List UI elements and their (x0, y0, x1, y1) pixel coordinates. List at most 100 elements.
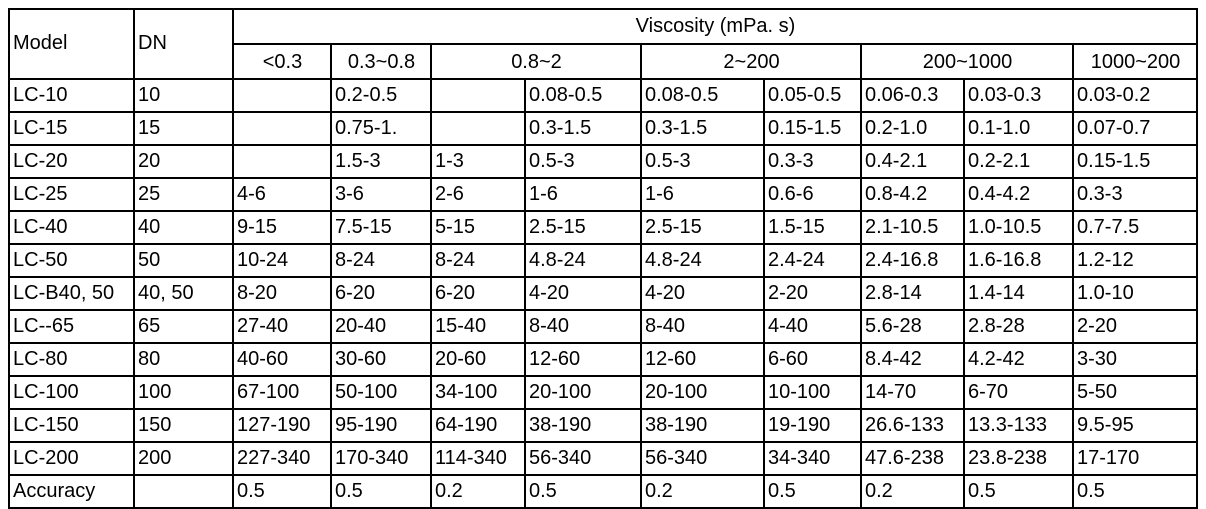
value-cell: 0.5 (1071, 474, 1199, 509)
value-cell: 2.1-10.5 (860, 210, 965, 245)
value-cell: 64-190 (430, 408, 526, 443)
value-cell: 2.5-15 (524, 210, 642, 245)
dn-column-header: DN (133, 8, 234, 80)
value-cell: 3-6 (330, 177, 432, 212)
value-cell: 17-170 (1071, 441, 1199, 476)
value-cell: 1.5-3 (330, 144, 432, 179)
value-cell: 2.8-28 (963, 309, 1074, 344)
value-cell: 8-40 (524, 309, 642, 344)
value-cell: 2-20 (1071, 309, 1199, 344)
value-cell: 12-60 (640, 342, 765, 377)
value-cell: 10-100 (763, 375, 862, 410)
value-cell: 9-15 (232, 210, 332, 245)
value-cell: 8-40 (640, 309, 765, 344)
value-cell: 8-20 (232, 276, 332, 311)
value-cell: 38-190 (640, 408, 765, 443)
value-cell: 227-340 (232, 441, 332, 476)
value-cell: 0.05-0.5 (763, 78, 862, 113)
value-cell: 4-20 (640, 276, 765, 311)
value-cell (232, 111, 332, 146)
value-cell: 0.3-1.5 (524, 111, 642, 146)
dn-cell: 20 (133, 144, 234, 179)
dn-cell: 80 (133, 342, 234, 377)
value-cell: 3-30 (1071, 342, 1199, 377)
value-cell: 6-60 (763, 342, 862, 377)
value-cell: 20-60 (430, 342, 526, 377)
value-cell: 0.08-0.5 (524, 78, 642, 113)
value-cell: 4-6 (232, 177, 332, 212)
value-cell: 50-100 (330, 375, 432, 410)
value-cell: 0.07-0.7 (1071, 111, 1199, 146)
value-cell: 4-40 (763, 309, 862, 344)
value-cell: 8.4-42 (860, 342, 965, 377)
value-cell: 0.03-0.3 (963, 78, 1074, 113)
value-cell: 9.5-95 (1071, 408, 1199, 443)
table-row: LC-80 80 40-60 30-60 20-60 12-60 12-60 6-60 8.4-… (8, 342, 1199, 377)
value-cell: 38-190 (524, 408, 642, 443)
table-body: LC-10 10 0.2-0.5 0.08-0.5 0.08-0.5 0.05-0.5 0.… (8, 78, 1199, 509)
value-cell: 47.6-238 (860, 441, 965, 476)
dn-cell: 200 (133, 441, 234, 476)
model-cell: LC-100 (8, 375, 135, 410)
value-cell: 4.2-42 (963, 342, 1074, 377)
value-cell: 114-340 (430, 441, 526, 476)
value-cell: 0.5 (524, 474, 642, 509)
value-cell: 6-20 (330, 276, 432, 311)
value-cell: 0.3-3 (763, 144, 862, 179)
value-cell: 20-100 (640, 375, 765, 410)
value-cell: 34-340 (763, 441, 862, 476)
value-cell: 0.5 (763, 474, 862, 509)
model-cell: LC-50 (8, 243, 135, 278)
value-cell: 2.5-15 (640, 210, 765, 245)
value-cell: 0.4-2.1 (860, 144, 965, 179)
table-row: LC--65 65 27-40 20-40 15-40 8-40 8-40 4-40 5.6-2… (8, 309, 1199, 344)
dn-cell: 100 (133, 375, 234, 410)
value-cell: 0.5-3 (640, 144, 765, 179)
value-cell: 1.4-14 (963, 276, 1074, 311)
value-cell: 2.8-14 (860, 276, 965, 311)
value-cell: 95-190 (330, 408, 432, 443)
value-cell: 127-190 (232, 408, 332, 443)
value-cell: 0.5 (232, 474, 332, 509)
value-cell: 5-15 (430, 210, 526, 245)
value-cell: 6-20 (430, 276, 526, 311)
model-cell: Accuracy (8, 474, 135, 509)
value-cell: 7.5-15 (330, 210, 432, 245)
value-cell (430, 111, 526, 146)
dn-cell: 25 (133, 177, 234, 212)
value-cell: 13.3-133 (963, 408, 1074, 443)
dn-cell: 40, 50 (133, 276, 234, 311)
value-cell: 8-24 (330, 243, 432, 278)
value-cell: 2-6 (430, 177, 526, 212)
value-cell: 1.2-12 (1071, 243, 1199, 278)
table-row: LC-15 15 0.75-1. 0.3-1.5 0.3-1.5 0.15-1.5 0.2-… (8, 111, 1199, 146)
table-row: LC-B40, 50 40, 50 8-20 6-20 6-20 4-20 4-20 2-20… (8, 276, 1199, 311)
value-cell: 34-100 (430, 375, 526, 410)
header-row-ranges: <0.3 0.3~0.8 0.8~2 2~200 200~1000 1000~2… (9, 43, 1199, 80)
value-cell: 0.2 (640, 474, 765, 509)
value-cell: 0.03-0.2 (1071, 78, 1199, 113)
dn-cell (133, 474, 234, 509)
value-cell: 15-40 (430, 309, 526, 344)
value-cell: 2.4-24 (763, 243, 862, 278)
value-cell: 0.6-6 (763, 177, 862, 212)
value-cell: 0.2 (430, 474, 526, 509)
value-cell: 5.6-28 (860, 309, 965, 344)
model-cell: LC-150 (8, 408, 135, 443)
value-cell: 0.2-0.5 (330, 78, 432, 113)
value-cell: 30-60 (330, 342, 432, 377)
value-cell: 0.15-1.5 (763, 111, 862, 146)
model-cell: LC--65 (8, 309, 135, 344)
value-cell: 0.75-1. (330, 111, 432, 146)
value-cell: 6-70 (963, 375, 1074, 410)
value-cell: 1-3 (430, 144, 526, 179)
value-cell: 0.7-7.5 (1071, 210, 1199, 245)
table-row: Accuracy 0.5 0.5 0.2 0.5 0.2 0.5 0.2 0.5 0.5 (8, 474, 1199, 509)
value-cell: 14-70 (860, 375, 965, 410)
value-cell: 0.2-2.1 (963, 144, 1074, 179)
header-row-main: Model DN Viscosity (mPa. s) (8, 8, 1199, 80)
range-header-0-8-2: 0.8~2 (430, 43, 642, 80)
model-cell: LC-80 (8, 342, 135, 377)
value-cell: 0.5-3 (524, 144, 642, 179)
